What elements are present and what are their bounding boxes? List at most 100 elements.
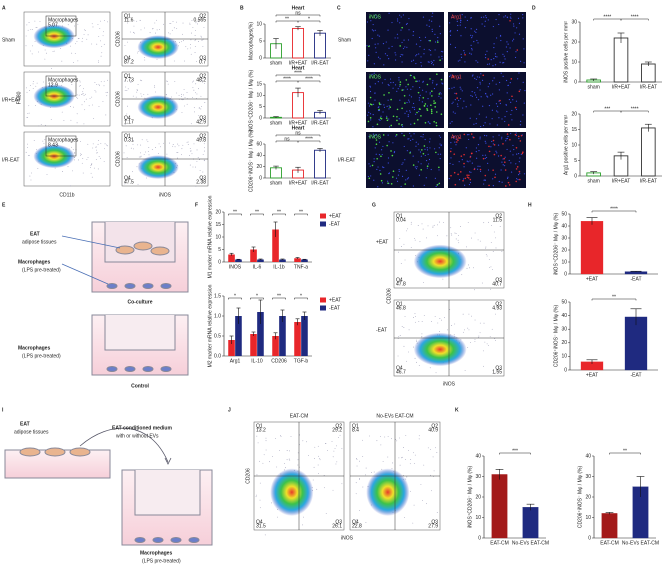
nucleus xyxy=(468,183,471,186)
flow-event xyxy=(408,450,410,452)
flow-event xyxy=(399,437,401,439)
label: EAT-CM xyxy=(290,413,309,419)
flow-event xyxy=(154,147,156,148)
stain-signal xyxy=(452,75,455,77)
flow-event xyxy=(98,106,100,107)
nucleus xyxy=(388,58,390,60)
nucleus xyxy=(503,61,505,64)
flow-event xyxy=(91,96,93,98)
label: 0 xyxy=(259,115,262,121)
flow-event xyxy=(478,335,480,337)
nucleus xyxy=(369,85,371,87)
flow-event xyxy=(176,92,178,94)
label: Q1 xyxy=(256,423,263,429)
label: 50 xyxy=(561,299,567,305)
flow-event xyxy=(338,437,340,439)
flow-event xyxy=(79,80,81,82)
nucleus xyxy=(466,19,469,22)
nucleus xyxy=(463,52,466,54)
nucleus xyxy=(505,79,508,82)
label: CD206⁺iNOS⁻ Mφ / Mφ (%) xyxy=(248,130,254,193)
nucleus xyxy=(502,75,504,77)
nucleus xyxy=(501,136,503,138)
flow-event xyxy=(82,37,83,39)
label: Q3 xyxy=(199,175,206,181)
stain-signal xyxy=(440,113,443,115)
flow-event xyxy=(313,466,315,468)
label: Q2 xyxy=(199,13,206,19)
stain-signal xyxy=(436,41,439,43)
flow-event xyxy=(38,51,39,53)
flow-event xyxy=(446,235,448,237)
label: with or without EVs xyxy=(116,433,159,439)
flow-density xyxy=(366,468,410,516)
nucleus xyxy=(416,166,418,168)
label: 20 xyxy=(561,247,567,253)
stain-signal xyxy=(463,133,466,136)
nucleus xyxy=(413,108,416,111)
stain-signal xyxy=(450,174,452,177)
flow-event xyxy=(136,91,138,93)
nucleus xyxy=(472,74,474,76)
label: iNOS⁺CD206⁻ Mφ / Mφ (%) xyxy=(553,213,559,276)
flow-event xyxy=(169,142,171,144)
significance-bracket xyxy=(620,18,649,21)
nucleus xyxy=(485,116,487,118)
nucleus xyxy=(441,55,443,57)
flow-event xyxy=(76,94,78,96)
stain-signal xyxy=(391,154,394,157)
flow-event xyxy=(362,456,364,458)
flow-event xyxy=(453,334,455,336)
label: EAT xyxy=(30,231,40,237)
label: I xyxy=(2,407,4,413)
flow-event xyxy=(365,522,367,523)
stain-signal xyxy=(439,59,441,61)
flow-event xyxy=(199,159,201,160)
nucleus xyxy=(431,30,433,33)
flow-event xyxy=(318,455,319,457)
flow-event xyxy=(42,140,44,142)
bar xyxy=(301,316,308,356)
nucleus xyxy=(470,94,472,97)
flow-event xyxy=(31,45,33,47)
label: 27.9 xyxy=(428,523,438,529)
nucleus xyxy=(391,21,393,24)
flow-event xyxy=(92,104,93,106)
nucleus xyxy=(449,31,451,33)
stain-signal xyxy=(454,183,457,186)
nucleus xyxy=(476,76,479,78)
nucleus xyxy=(406,46,408,48)
stain-signal xyxy=(493,144,496,146)
label: iNOS xyxy=(443,381,456,387)
stain-signal xyxy=(460,155,463,157)
flow-event xyxy=(191,81,193,83)
flow-event xyxy=(409,463,411,465)
nucleus xyxy=(396,90,398,92)
nucleus xyxy=(407,115,409,118)
label: 10 xyxy=(256,21,262,27)
flow-event xyxy=(194,46,196,47)
nucleus xyxy=(501,118,503,120)
label: (LPS pre-treated) xyxy=(22,353,61,359)
nucleus xyxy=(471,91,473,93)
nucleus xyxy=(412,185,414,187)
nucleus xyxy=(448,178,450,180)
label: 87.2 xyxy=(124,59,134,65)
nucleus xyxy=(461,159,463,161)
nucleus xyxy=(516,27,518,29)
flow-event xyxy=(421,333,423,335)
flow-event xyxy=(167,83,169,85)
flow-event xyxy=(269,461,271,463)
label: 0.0 xyxy=(214,353,221,359)
nucleus xyxy=(377,166,379,168)
nucleus xyxy=(387,83,389,86)
flow-event xyxy=(369,435,370,437)
stain-signal xyxy=(413,77,416,79)
stain-signal xyxy=(368,45,370,48)
stain-signal xyxy=(424,103,427,105)
nucleus xyxy=(404,112,406,114)
bar xyxy=(228,254,235,262)
flow-event xyxy=(325,513,327,514)
flow-event xyxy=(256,474,258,476)
flow-event xyxy=(406,360,407,362)
